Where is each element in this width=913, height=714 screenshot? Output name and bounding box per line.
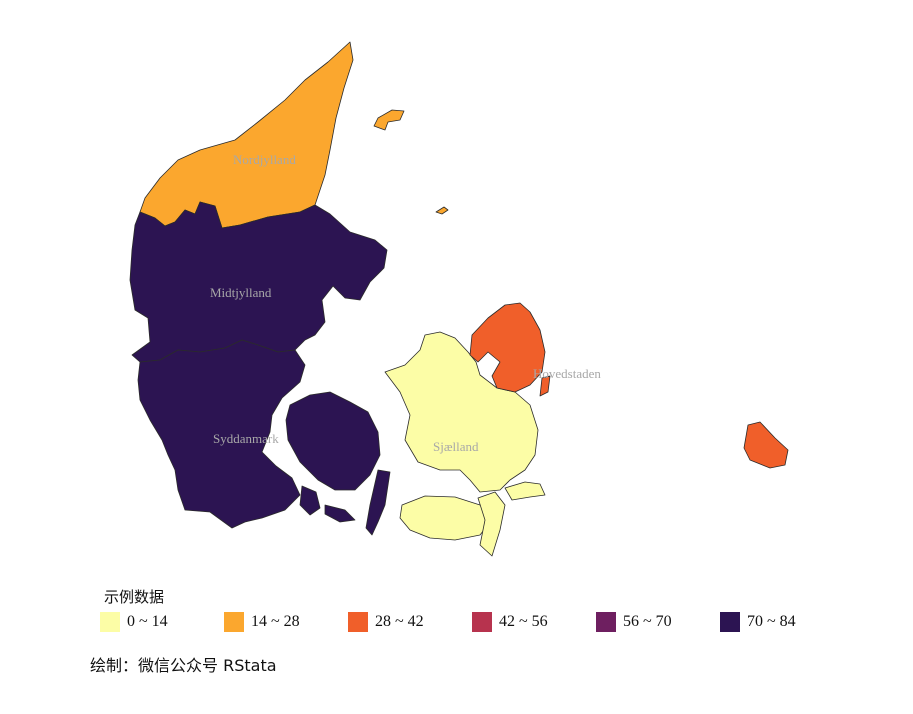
- legend-item: 14 ~ 28: [224, 612, 348, 632]
- region-sjaelland-main[interactable]: [384, 331, 539, 493]
- legend-swatch: [100, 612, 120, 632]
- caption: 绘制：微信公众号 RStata: [90, 656, 277, 675]
- region-hovedstaden-bornholm[interactable]: [743, 421, 789, 469]
- legend-title: 示例数据: [104, 588, 165, 606]
- legend-swatch: [472, 612, 492, 632]
- region-nordjylland-island-laeso[interactable]: [373, 109, 405, 131]
- legend-label: 0 ~ 14: [127, 613, 168, 630]
- label-hovedstaden: Hovedstaden: [533, 366, 601, 381]
- region-midtjylland[interactable]: [129, 201, 388, 363]
- legend-swatch: [596, 612, 616, 632]
- region-sjaelland-lolland[interactable]: [399, 495, 493, 541]
- legend: 0 ~ 14 14 ~ 28 28 ~ 42 42 ~ 56 56 ~ 70 7…: [100, 612, 844, 632]
- legend-item: 0 ~ 14: [100, 612, 224, 632]
- region-syddanmark-langeland[interactable]: [365, 469, 391, 536]
- label-nordjylland: Nordjylland: [233, 152, 296, 167]
- legend-label: 70 ~ 84: [747, 613, 796, 630]
- legend-label: 42 ~ 56: [499, 613, 548, 630]
- legend-item: 70 ~ 84: [720, 612, 844, 632]
- legend-item: 56 ~ 70: [596, 612, 720, 632]
- legend-item: 42 ~ 56: [472, 612, 596, 632]
- region-nordjylland-island-anholt[interactable]: [435, 206, 449, 215]
- region-syddanmark-funen[interactable]: [285, 391, 381, 491]
- region-sjaelland[interactable]: [384, 331, 546, 557]
- region-midtjylland-mainland[interactable]: [129, 201, 388, 363]
- region-nordjylland[interactable]: [139, 41, 449, 229]
- legend-swatch: [348, 612, 368, 632]
- region-syddanmark-als[interactable]: [299, 485, 321, 516]
- legend-label: 28 ~ 42: [375, 613, 424, 630]
- label-midtjylland: Midtjylland: [210, 285, 272, 300]
- legend-label: 56 ~ 70: [623, 613, 672, 630]
- region-syddanmark-mainland[interactable]: [137, 339, 306, 529]
- legend-item: 28 ~ 42: [348, 612, 472, 632]
- legend-label: 14 ~ 28: [251, 613, 300, 630]
- region-nordjylland-mainland[interactable]: [139, 41, 354, 229]
- label-sjaelland: Sjælland: [433, 439, 479, 454]
- region-hovedstaden-amager[interactable]: [539, 375, 551, 397]
- legend-swatch: [720, 612, 740, 632]
- region-hovedstaden[interactable]: [469, 302, 789, 469]
- region-syddanmark[interactable]: [137, 339, 391, 536]
- label-syddanmark: Syddanmark: [213, 431, 279, 446]
- region-sjaelland-moen[interactable]: [504, 481, 546, 501]
- region-sjaelland-falster[interactable]: [477, 491, 506, 557]
- region-hovedstaden-north-zealand[interactable]: [469, 302, 546, 393]
- legend-swatch: [224, 612, 244, 632]
- region-syddanmark-aero[interactable]: [324, 504, 356, 523]
